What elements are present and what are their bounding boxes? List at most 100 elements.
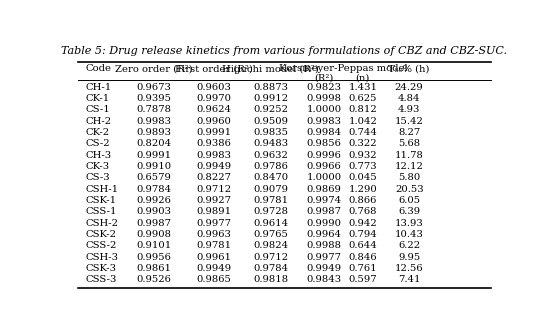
Text: 13.93: 13.93 [395, 219, 423, 228]
Text: 0.9988: 0.9988 [306, 241, 341, 250]
Text: 0.9835: 0.9835 [253, 128, 288, 137]
Text: 0.7878: 0.7878 [136, 105, 171, 114]
Text: 0.9823: 0.9823 [306, 83, 341, 92]
Text: 0.8470: 0.8470 [253, 173, 288, 182]
Text: 0.8873: 0.8873 [253, 83, 288, 92]
Text: 0.644: 0.644 [349, 241, 377, 250]
Text: 0.9603: 0.9603 [196, 83, 231, 92]
Text: 0.9624: 0.9624 [196, 105, 231, 114]
Text: 0.9949: 0.9949 [306, 264, 341, 273]
Text: 11.78: 11.78 [395, 151, 423, 160]
Text: 0.597: 0.597 [349, 275, 377, 284]
Text: Korsmeyer-Peppas model: Korsmeyer-Peppas model [279, 64, 408, 74]
Text: 0.9765: 0.9765 [253, 230, 288, 239]
Text: 0.9984: 0.9984 [306, 128, 341, 137]
Text: T₅₀% (h): T₅₀% (h) [388, 64, 430, 74]
Text: 0.794: 0.794 [349, 230, 377, 239]
Text: 0.9101: 0.9101 [136, 241, 171, 250]
Text: 0.625: 0.625 [349, 94, 377, 103]
Text: 0.9673: 0.9673 [136, 83, 171, 92]
Text: 0.9908: 0.9908 [136, 230, 171, 239]
Text: Table 5: Drug release kinetics from various formulations of CBZ and CBZ-SUC.: Table 5: Drug release kinetics from vari… [62, 46, 507, 56]
Text: CH-1: CH-1 [85, 83, 112, 92]
Text: 0.9526: 0.9526 [136, 275, 171, 284]
Text: 0.9991: 0.9991 [196, 128, 231, 137]
Text: 1.0000: 1.0000 [306, 105, 341, 114]
Text: CSS-2: CSS-2 [85, 241, 117, 250]
Text: CH-2: CH-2 [85, 117, 112, 126]
Text: 0.9949: 0.9949 [196, 162, 231, 171]
Text: 5.68: 5.68 [398, 139, 420, 148]
Text: 0.9987: 0.9987 [136, 219, 171, 228]
Text: 0.9991: 0.9991 [136, 151, 171, 160]
Text: 0.9910: 0.9910 [136, 162, 171, 171]
Text: 4.84: 4.84 [398, 94, 421, 103]
Text: 6.22: 6.22 [398, 241, 420, 250]
Text: 0.761: 0.761 [349, 264, 377, 273]
Text: CSK-3: CSK-3 [85, 264, 117, 273]
Text: 0.9614: 0.9614 [253, 219, 288, 228]
Text: 0.9927: 0.9927 [196, 196, 231, 205]
Text: 0.9961: 0.9961 [196, 253, 231, 262]
Text: 0.9977: 0.9977 [306, 253, 341, 262]
Text: 0.9781: 0.9781 [253, 196, 288, 205]
Text: 0.744: 0.744 [349, 128, 377, 137]
Text: 0.9964: 0.9964 [306, 230, 341, 239]
Text: 0.9079: 0.9079 [253, 185, 288, 194]
Text: CSS-3: CSS-3 [85, 275, 117, 284]
Text: 12.56: 12.56 [395, 264, 423, 273]
Text: 7.41: 7.41 [398, 275, 421, 284]
Text: 0.9712: 0.9712 [196, 185, 231, 194]
Text: Zero order (R²): Zero order (R²) [115, 64, 193, 74]
Text: 0.773: 0.773 [349, 162, 377, 171]
Text: 0.9861: 0.9861 [136, 264, 171, 273]
Text: 0.9977: 0.9977 [196, 219, 231, 228]
Text: CSH-2: CSH-2 [85, 219, 119, 228]
Text: Higuchi model (R²): Higuchi model (R²) [222, 64, 319, 74]
Text: 0.9824: 0.9824 [253, 241, 288, 250]
Text: 0.9786: 0.9786 [253, 162, 288, 171]
Text: 0.9990: 0.9990 [306, 219, 341, 228]
Text: CSH-3: CSH-3 [85, 253, 119, 262]
Text: 0.9983: 0.9983 [306, 117, 341, 126]
Text: 0.9960: 0.9960 [196, 117, 231, 126]
Text: 0.8227: 0.8227 [196, 173, 231, 182]
Text: 24.29: 24.29 [395, 83, 423, 92]
Text: 0.812: 0.812 [349, 105, 377, 114]
Text: CK-2: CK-2 [85, 128, 110, 137]
Text: CSS-1: CSS-1 [85, 207, 117, 216]
Text: 0.9784: 0.9784 [136, 185, 171, 194]
Text: 0.9891: 0.9891 [196, 207, 231, 216]
Text: 0.9252: 0.9252 [253, 105, 288, 114]
Text: 0.9784: 0.9784 [253, 264, 288, 273]
Text: 5.80: 5.80 [398, 173, 420, 182]
Text: CSK-1: CSK-1 [85, 196, 117, 205]
Text: 0.8204: 0.8204 [136, 139, 171, 148]
Text: CS-1: CS-1 [85, 105, 110, 114]
Text: CK-1: CK-1 [85, 94, 110, 103]
Text: 0.9996: 0.9996 [306, 151, 341, 160]
Text: 9.95: 9.95 [398, 253, 420, 262]
Text: 8.27: 8.27 [398, 128, 420, 137]
Text: 0.9865: 0.9865 [196, 275, 231, 284]
Text: 0.9856: 0.9856 [306, 139, 341, 148]
Text: Code: Code [85, 64, 112, 74]
Text: (R²): (R²) [314, 74, 334, 83]
Text: 0.846: 0.846 [349, 253, 377, 262]
Text: 0.768: 0.768 [349, 207, 377, 216]
Text: 0.9395: 0.9395 [136, 94, 171, 103]
Text: 0.322: 0.322 [349, 139, 377, 148]
Text: CK-3: CK-3 [85, 162, 110, 171]
Text: 0.9903: 0.9903 [136, 207, 171, 216]
Text: 0.9987: 0.9987 [306, 207, 341, 216]
Text: 0.9963: 0.9963 [196, 230, 231, 239]
Text: 0.9386: 0.9386 [196, 139, 231, 148]
Text: 1.0000: 1.0000 [306, 173, 341, 182]
Text: 6.39: 6.39 [398, 207, 420, 216]
Text: CS-2: CS-2 [85, 139, 110, 148]
Text: 0.9966: 0.9966 [306, 162, 341, 171]
Text: 12.12: 12.12 [395, 162, 423, 171]
Text: 0.9781: 0.9781 [196, 241, 231, 250]
Text: (n): (n) [356, 74, 370, 83]
Text: 1.290: 1.290 [349, 185, 377, 194]
